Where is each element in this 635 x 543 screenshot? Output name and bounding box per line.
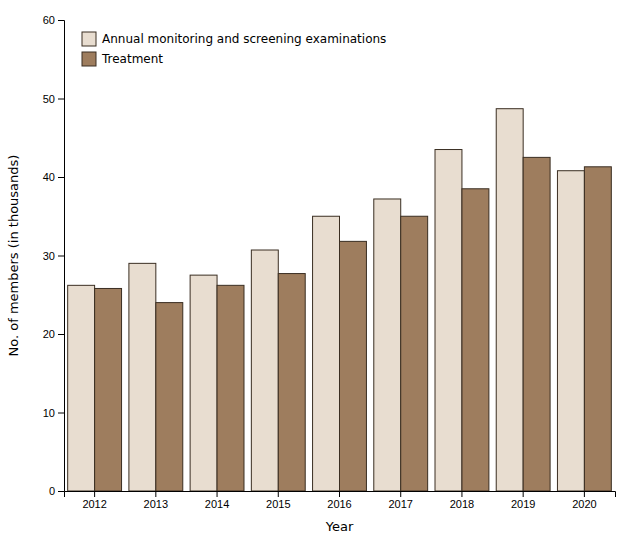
chart: 2012 2013 2014 2015 2016 2017 2018 2019 2020 0 10 2… [0,0,635,543]
tick-mark [58,99,64,100]
bar [435,150,462,491]
tick-label: 2016 [327,498,351,510]
bars [68,109,612,491]
tick-mark [58,413,64,414]
tick-label: 2017 [388,498,412,510]
tick-label: 2012 [82,498,106,510]
bar [190,275,217,491]
tick-mark [400,491,401,497]
tick: 2016 [327,491,351,510]
legend-swatch [82,52,96,66]
tick: 0 [49,485,64,497]
bar [557,171,584,491]
x-axis-title: Year [325,519,354,534]
tick-label: 2014 [205,498,229,510]
bar [95,288,122,491]
bar [462,189,489,491]
tick-label: 2013 [144,498,168,510]
tick: 2014 [205,491,229,510]
legend-swatch [82,32,96,46]
tick-label: 50 [43,93,55,105]
tick-mark [339,491,340,497]
tick: 2015 [266,491,290,510]
tick-mark [278,491,279,497]
legend-label: Annual monitoring and screening examinat… [102,32,386,46]
bar [68,285,95,491]
tick-label: 60 [43,14,55,26]
bar [217,285,244,491]
tick-mark [58,491,64,492]
tick: 50 [43,93,64,105]
bar [374,199,401,491]
y-axis-title: No. of members (in thousands) [6,155,21,357]
tick: 40 [43,171,64,183]
tick: 2013 [144,491,168,510]
tick: 20 [43,328,64,340]
tick-label: 2019 [511,498,535,510]
y-axis: 0 10 20 30 40 50 60 [43,14,65,497]
tick: 2012 [82,491,106,510]
tick-label: 2018 [450,498,474,510]
bar [496,109,523,491]
tick-mark [94,491,95,497]
bar [156,303,183,491]
legend-item: Treatment [82,52,163,66]
tick: 2020 [572,491,596,510]
x-axis: 2012 2013 2014 2015 2016 2017 2018 2019 2020 [65,491,616,510]
tick-mark [58,177,64,178]
tick-label: 40 [43,171,55,183]
tick-mark [461,491,462,497]
axis-line [58,21,65,492]
tick-mark [584,491,585,497]
tick-label: 2020 [572,498,596,510]
legend-background [74,24,394,74]
tick: 2018 [450,491,474,510]
legend: Annual monitoring and screening examinat… [74,24,394,74]
tick-label: 30 [43,250,55,262]
tick-mark [58,20,64,21]
tick-mark [217,491,218,497]
bar [129,263,156,491]
tick-mark [155,491,156,497]
tick-mark [523,491,524,497]
tick-label: 0 [49,485,55,497]
tick-label: 2015 [266,498,290,510]
bar [401,216,428,491]
bar [251,250,278,491]
series [95,157,612,491]
tick: 60 [43,14,64,26]
legend-label: Treatment [101,52,163,66]
bar [340,241,367,491]
tick-label: 20 [43,328,55,340]
bar [278,274,305,491]
legend-item: Annual monitoring and screening examinat… [82,32,386,46]
bar [523,157,550,491]
tick: 2019 [511,491,535,510]
tick: 30 [43,250,64,262]
axis-line [65,492,616,498]
tick-mark [58,334,64,335]
plot: 2012 2013 2014 2015 2016 2017 2018 2019 2020 0 10 2… [43,14,616,510]
tick: 10 [43,407,64,419]
series [68,109,585,491]
tick: 2017 [388,491,412,510]
tick-mark [58,256,64,257]
tick-label: 10 [43,407,55,419]
bar [313,216,340,491]
bar [584,167,611,491]
